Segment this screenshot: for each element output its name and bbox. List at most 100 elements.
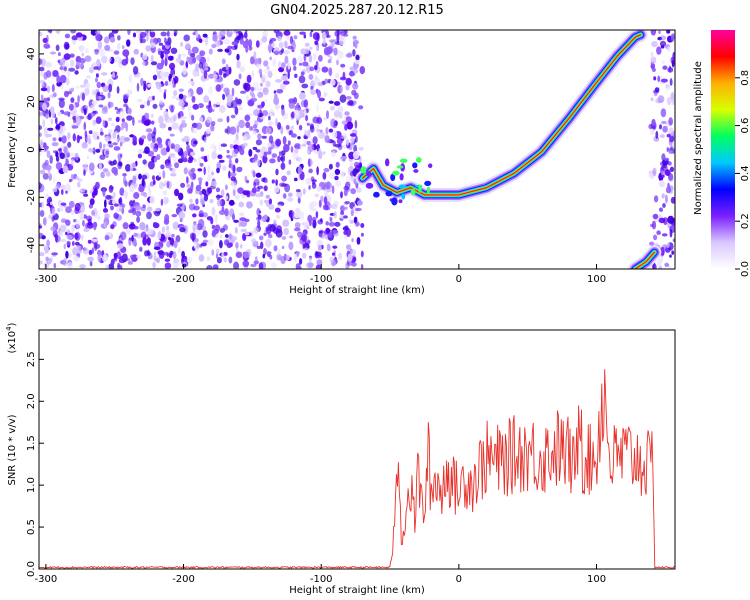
noise-blob — [56, 74, 61, 84]
noise-blob — [253, 109, 260, 116]
noise-blob — [326, 189, 332, 193]
noise-blob — [253, 51, 257, 60]
noise-blob — [316, 117, 323, 124]
noise-blob — [90, 69, 94, 74]
noise-blob — [208, 100, 212, 108]
noise-blob — [248, 39, 253, 48]
noise-blob — [276, 225, 283, 234]
noise-blob — [132, 32, 137, 38]
noise-blob — [668, 150, 673, 154]
noise-blob — [102, 188, 106, 197]
noise-blob — [224, 195, 229, 200]
noise-blob — [158, 115, 164, 125]
noise-blob — [130, 57, 135, 65]
noise-blob — [158, 171, 162, 178]
noise-blob — [235, 251, 243, 259]
noise-blob — [219, 233, 223, 239]
noise-blob — [276, 204, 283, 208]
noise-blob — [335, 72, 340, 79]
noise-blob — [203, 95, 210, 103]
noise-blob — [108, 101, 111, 109]
y-tick-label: 2.5 — [26, 351, 37, 367]
colorbar-tick-label: 0.2 — [740, 213, 750, 229]
noise-blob — [209, 199, 214, 204]
noise-blob — [59, 224, 67, 233]
noise-blob — [193, 158, 197, 163]
noise-blob — [208, 48, 213, 55]
noise-blob — [255, 63, 262, 69]
noise-blob — [72, 115, 77, 124]
noise-blob — [85, 47, 89, 54]
noise-blob — [93, 66, 99, 70]
noise-blob — [95, 148, 101, 153]
noise-blob — [153, 246, 161, 250]
noise-blob — [74, 70, 79, 75]
noise-blob — [297, 232, 302, 238]
noise-blob — [40, 87, 48, 92]
noise-blob — [78, 63, 83, 68]
signal-blotch — [390, 173, 396, 182]
noise-blob — [163, 218, 170, 225]
noise-blob — [112, 191, 116, 199]
noise-blob — [139, 246, 143, 252]
noise-blob — [334, 175, 339, 181]
noise-blob — [352, 49, 356, 57]
noise-blob — [226, 155, 233, 159]
noise-blob — [113, 212, 119, 219]
noise-blob — [55, 155, 60, 162]
noise-blob — [340, 191, 343, 199]
noise-blob — [213, 103, 216, 109]
noise-blob — [257, 91, 264, 98]
noise-blob — [308, 158, 311, 168]
noise-blob — [59, 59, 64, 63]
noise-blob — [160, 236, 167, 243]
noise-blob — [57, 111, 62, 117]
noise-blob — [669, 228, 673, 238]
noise-blob — [149, 31, 156, 38]
noise-blob — [39, 210, 45, 217]
noise-blob — [156, 62, 164, 70]
noise-blob — [668, 117, 673, 126]
colorbar-tick-label: 0.8 — [740, 70, 750, 86]
noise-blob — [661, 60, 665, 65]
noise-blob — [138, 173, 142, 180]
noise-blob — [193, 241, 197, 249]
noise-blob — [186, 56, 190, 63]
noise-blob — [326, 110, 329, 119]
noise-blob — [189, 232, 197, 241]
noise-blob — [305, 263, 309, 268]
noise-blob — [322, 172, 327, 180]
x-tick-label: -300 — [35, 574, 58, 585]
noise-blob — [282, 219, 290, 227]
noise-blob — [314, 40, 319, 46]
noise-blob — [657, 75, 661, 83]
noise-blob — [654, 87, 660, 93]
noise-blob — [39, 125, 43, 130]
noise-blob — [287, 140, 291, 146]
noise-blob — [307, 144, 315, 153]
noise-blob — [356, 237, 361, 245]
noise-blob — [274, 104, 280, 110]
noise-blob — [238, 73, 242, 80]
noise-blob — [271, 153, 278, 158]
noise-blob — [340, 210, 344, 216]
noise-blob — [113, 50, 120, 55]
noise-blob — [657, 36, 662, 41]
noise-blob — [349, 66, 356, 71]
noise-blob — [242, 260, 250, 268]
noise-blob — [199, 50, 206, 57]
noise-blob — [89, 261, 93, 267]
noise-blob — [121, 207, 125, 215]
noise-blob — [311, 182, 317, 189]
noise-blob — [252, 146, 258, 151]
signal-blotch — [391, 197, 398, 206]
noise-blob — [316, 259, 323, 266]
noise-blob — [42, 173, 49, 180]
noise-blob — [208, 86, 213, 95]
noise-blob — [343, 185, 350, 191]
noise-blob — [271, 262, 277, 269]
noise-blob — [115, 206, 119, 214]
noise-blob — [152, 175, 155, 181]
noise-blob — [225, 64, 229, 71]
noise-blob — [135, 210, 142, 217]
